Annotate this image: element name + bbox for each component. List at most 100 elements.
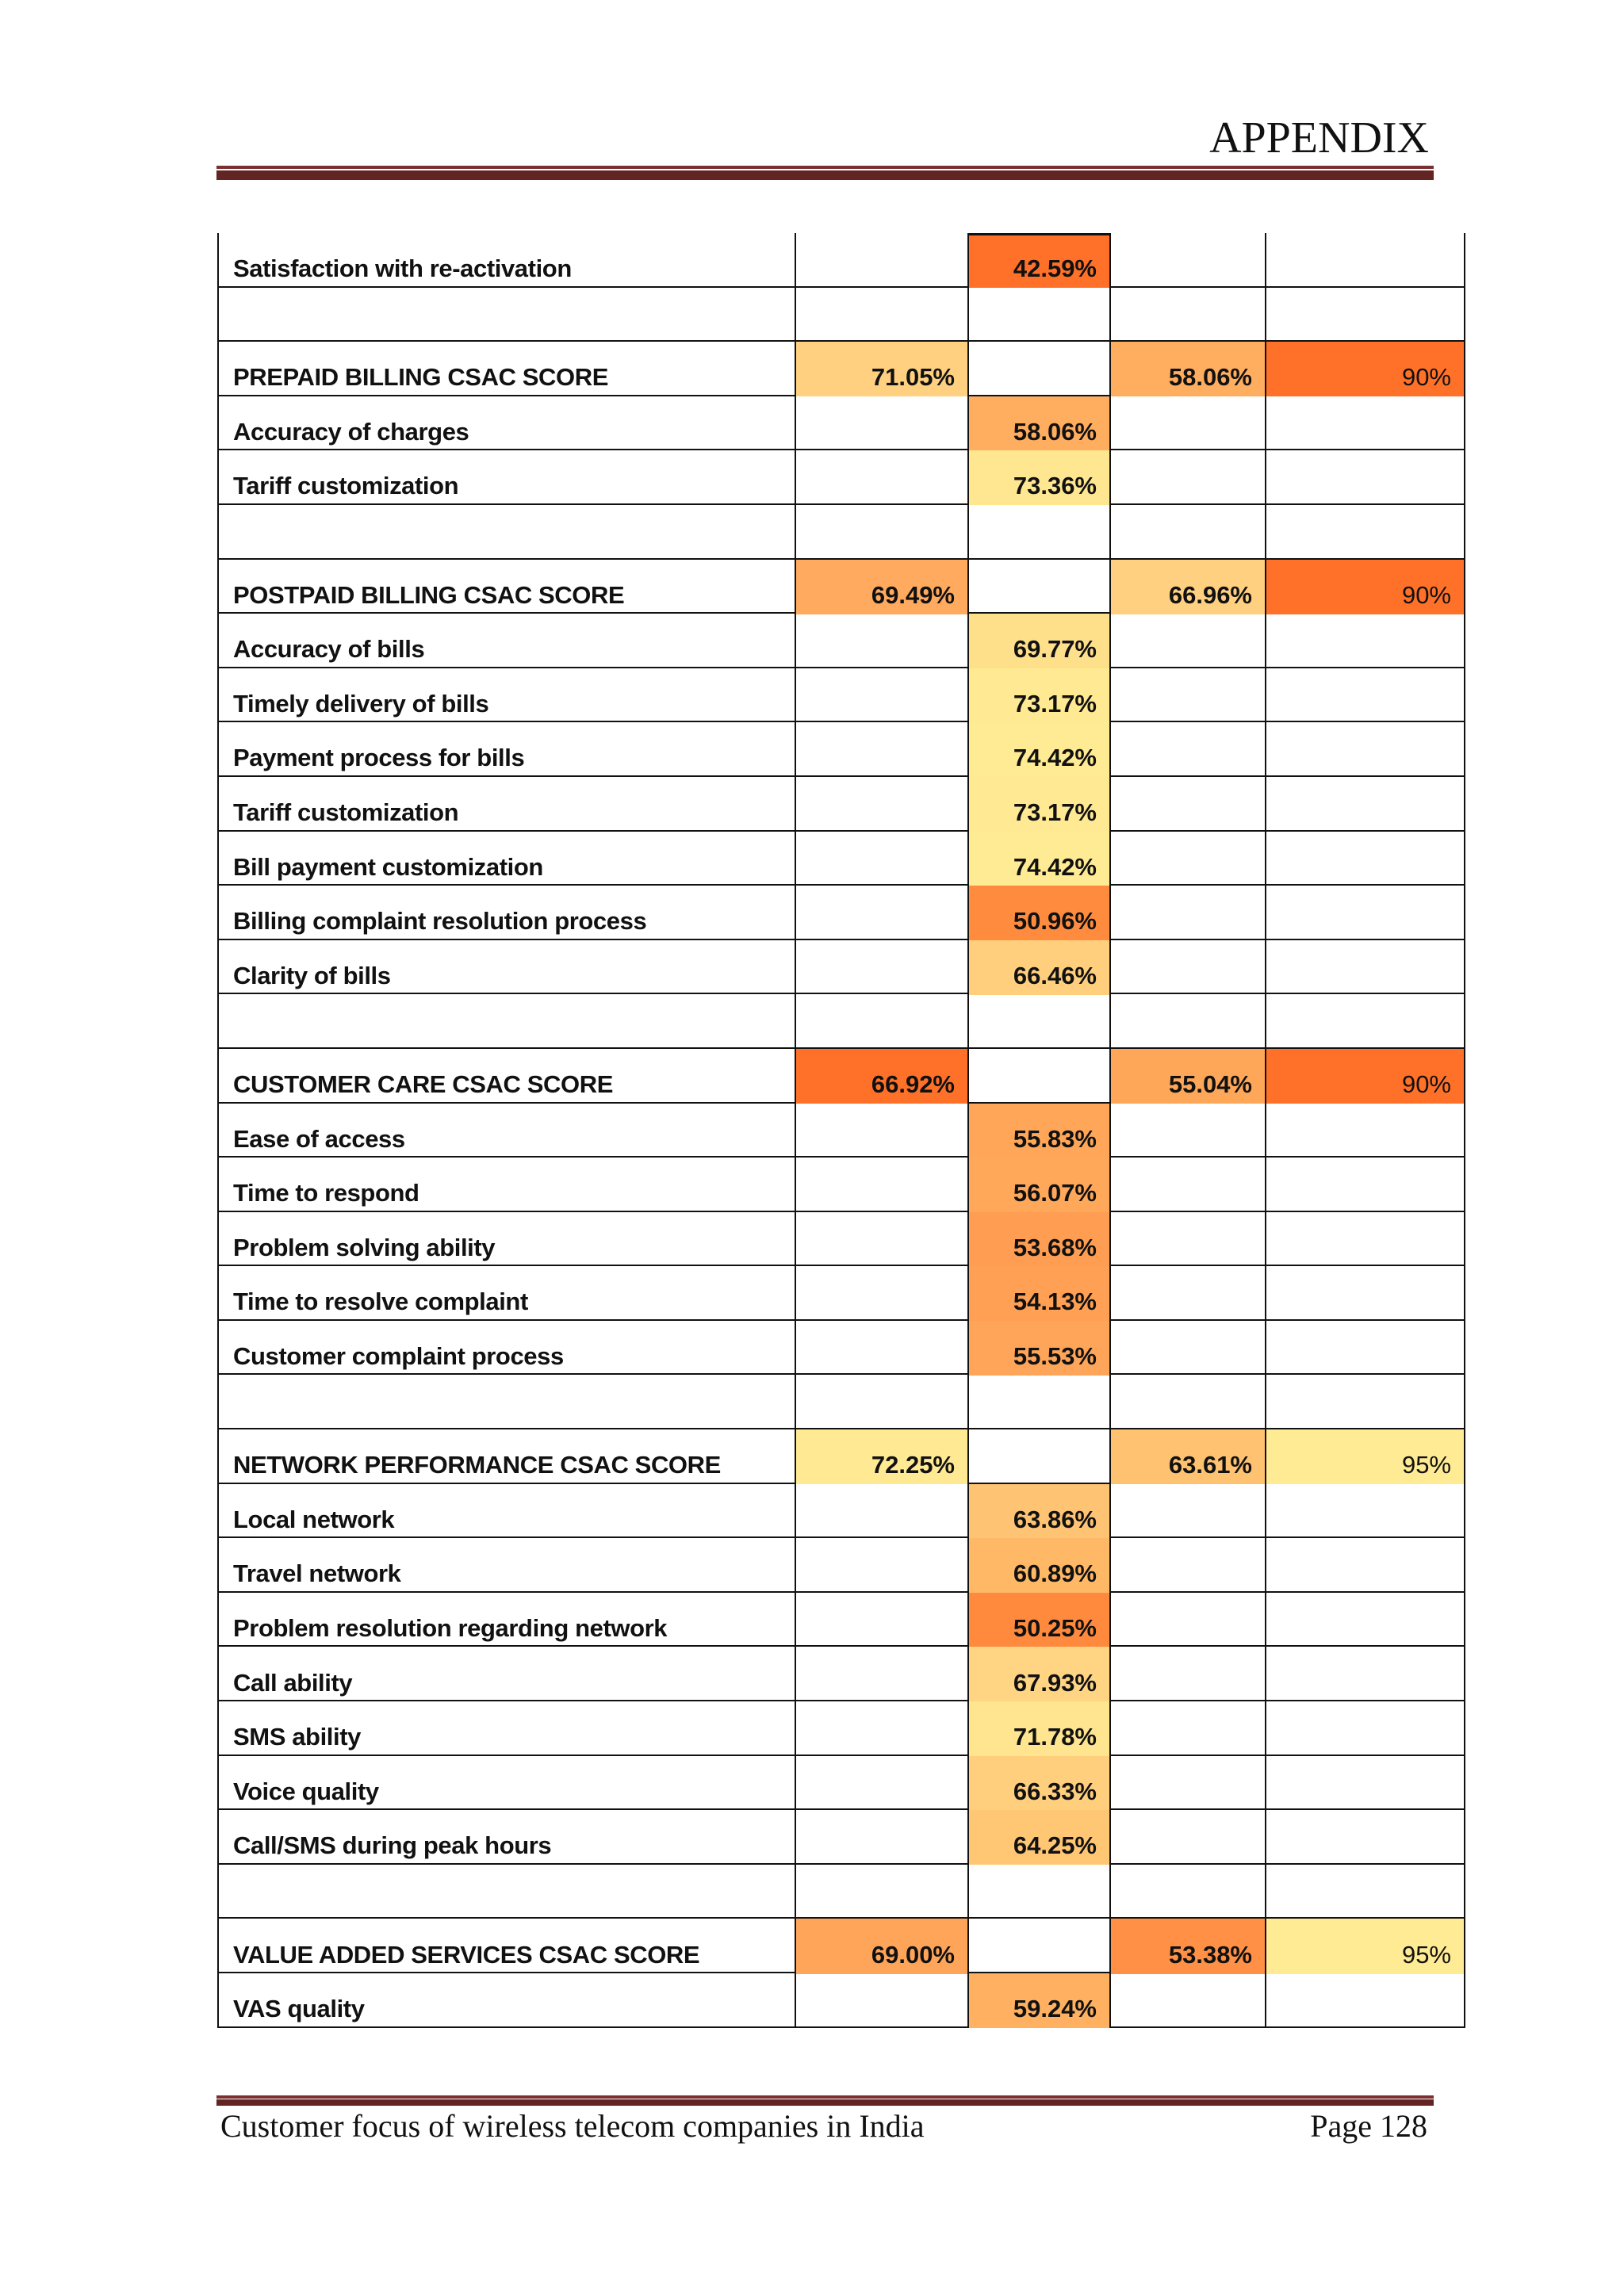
value-cell xyxy=(1265,1755,1465,1811)
value-cell xyxy=(1109,668,1265,723)
value-cell xyxy=(1109,1973,1265,2029)
value-cell xyxy=(795,1211,967,1267)
value-cell xyxy=(1109,722,1265,778)
value-cell xyxy=(1265,1647,1465,1702)
value-cell xyxy=(1265,396,1465,451)
table-row: Local network 63.86% xyxy=(217,1483,1465,1539)
row-label xyxy=(217,1864,795,1919)
footer-divider xyxy=(216,2095,1434,2099)
table-row: CUSTOMER CARE CSAC SCORE 66.92% 55.04% 90% xyxy=(217,1048,1465,1104)
footer-document-title: Customer focus of wireless telecom compa… xyxy=(220,2108,925,2144)
value-cell xyxy=(795,939,967,995)
value-cell xyxy=(1265,1266,1465,1322)
table-row: Customer complaint process 55.53% xyxy=(217,1320,1465,1376)
row-label xyxy=(217,287,795,342)
table-row: Clarity of bills 66.46% xyxy=(217,939,1465,995)
value-cell xyxy=(795,776,967,832)
row-label: Call ability xyxy=(217,1647,795,1702)
row-label: VAS quality xyxy=(217,1973,795,2029)
value-cell xyxy=(1265,722,1465,778)
table-row: SMS ability 71.78% xyxy=(217,1701,1465,1757)
row-label: CUSTOMER CARE CSAC SCORE xyxy=(217,1048,795,1104)
value-cell xyxy=(1265,614,1465,669)
row-label: Clarity of bills xyxy=(217,939,795,995)
row-label: Ease of access xyxy=(217,1103,795,1158)
value-cell xyxy=(795,1701,967,1757)
table-row: POSTPAID BILLING CSAC SCORE 69.49% 66.96% 9… xyxy=(217,559,1465,614)
csac-score-table: Satisfaction with re-activation 42.59% PRE… xyxy=(217,233,1465,2029)
value-cell: 53.68% xyxy=(967,1211,1109,1267)
table-row: VALUE ADDED SERVICES CSAC SCORE 69.00% 53.… xyxy=(217,1919,1465,1974)
value-cell xyxy=(1265,1701,1465,1757)
value-cell xyxy=(1109,1538,1265,1594)
value-cell xyxy=(1109,1375,1265,1430)
value-cell xyxy=(795,831,967,886)
value-cell xyxy=(967,994,1109,1050)
table-row xyxy=(217,504,1465,561)
table-row: Accuracy of bills 69.77% xyxy=(217,614,1465,669)
value-cell xyxy=(1265,1375,1465,1430)
value-cell xyxy=(1109,396,1265,451)
value-cell: 50.96% xyxy=(967,886,1109,941)
value-cell xyxy=(795,614,967,669)
value-cell xyxy=(1109,831,1265,886)
row-label: Satisfaction with re-activation xyxy=(217,233,795,289)
value-cell xyxy=(1265,287,1465,342)
value-cell xyxy=(1265,504,1465,561)
table-row: Call/SMS during peak hours 64.25% xyxy=(217,1810,1465,1866)
value-cell xyxy=(1109,1701,1265,1757)
row-label: Timely delivery of bills xyxy=(217,668,795,723)
table-row: Tariff customization 73.17% xyxy=(217,776,1465,832)
row-label xyxy=(217,994,795,1050)
value-cell: 90% xyxy=(1265,342,1465,397)
table-row: Problem resolution regarding network 50.2… xyxy=(217,1592,1465,1647)
value-cell xyxy=(1265,450,1465,506)
value-cell xyxy=(1265,668,1465,723)
value-cell: 66.46% xyxy=(967,939,1109,995)
value-cell xyxy=(1265,886,1465,941)
table-row: Voice quality 66.33% xyxy=(217,1755,1465,1811)
value-cell: 69.49% xyxy=(795,559,967,614)
table-row: Billing complaint resolution process 50.9… xyxy=(217,886,1465,941)
value-cell xyxy=(1109,1647,1265,1702)
value-cell xyxy=(1109,776,1265,832)
value-cell xyxy=(1265,776,1465,832)
value-cell: 42.59% xyxy=(967,233,1109,289)
value-cell xyxy=(967,1919,1109,1974)
value-cell: 64.25% xyxy=(967,1810,1109,1866)
value-cell xyxy=(1265,1592,1465,1647)
value-cell: 58.06% xyxy=(967,396,1109,451)
value-cell xyxy=(1109,939,1265,995)
value-cell: 55.83% xyxy=(967,1103,1109,1158)
value-cell xyxy=(795,1158,967,1213)
value-cell: 90% xyxy=(1265,559,1465,614)
value-cell xyxy=(1265,831,1465,886)
row-label: Accuracy of charges xyxy=(217,396,795,451)
row-label: Travel network xyxy=(217,1538,795,1594)
row-label: Local network xyxy=(217,1483,795,1539)
table-row xyxy=(217,994,1465,1050)
value-cell xyxy=(795,287,967,342)
value-cell: 71.78% xyxy=(967,1701,1109,1757)
value-cell xyxy=(1265,1483,1465,1539)
table-row: VAS quality 59.24% xyxy=(217,1973,1465,2029)
header-divider xyxy=(216,166,1434,169)
row-label: Voice quality xyxy=(217,1755,795,1811)
row-label: Problem solving ability xyxy=(217,1211,795,1267)
value-cell xyxy=(1265,1103,1465,1158)
value-cell: 69.77% xyxy=(967,614,1109,669)
value-cell: 58.06% xyxy=(1109,342,1265,397)
value-cell xyxy=(795,1266,967,1322)
value-cell xyxy=(1109,994,1265,1050)
value-cell xyxy=(1265,939,1465,995)
value-cell xyxy=(1265,1211,1465,1267)
table-row: Tariff customization 73.36% xyxy=(217,450,1465,506)
value-cell xyxy=(795,1973,967,2029)
row-label: Payment process for bills xyxy=(217,722,795,778)
row-label: VALUE ADDED SERVICES CSAC SCORE xyxy=(217,1919,795,1974)
value-cell xyxy=(1109,1810,1265,1866)
table-row: Time to resolve complaint 54.13% xyxy=(217,1266,1465,1322)
value-cell xyxy=(795,1647,967,1702)
value-cell xyxy=(795,233,967,289)
value-cell xyxy=(795,668,967,723)
